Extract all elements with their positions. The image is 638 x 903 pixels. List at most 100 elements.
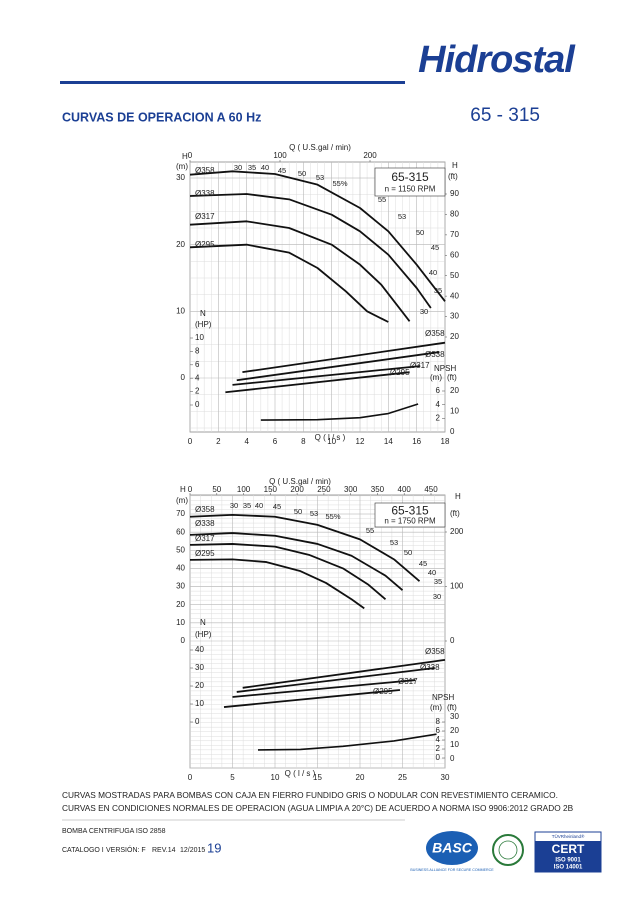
efficiency-label: 50 bbox=[294, 507, 302, 516]
x-tick-label: 10 bbox=[327, 437, 336, 446]
axis-label: Q ( U.S.gal / min) bbox=[289, 143, 351, 152]
efficiency-label: 30 bbox=[230, 501, 238, 510]
header-rule bbox=[60, 81, 405, 84]
curve-label: Ø338 bbox=[195, 189, 215, 198]
axis-label: (m) bbox=[176, 162, 188, 171]
efficiency-label: 45 bbox=[273, 502, 281, 511]
x2-tick-label: 200 bbox=[290, 485, 304, 494]
efficiency-label: 45 bbox=[419, 559, 427, 568]
y2-tick-label: 60 bbox=[450, 250, 459, 259]
power-curve bbox=[223, 689, 401, 708]
speed-label: n = 1750 RPM bbox=[384, 517, 436, 526]
efficiency-label: 40 bbox=[429, 268, 437, 277]
x-tick-label: 14 bbox=[384, 437, 393, 446]
head-curve bbox=[189, 514, 421, 582]
x-tick-label: 25 bbox=[398, 773, 407, 782]
x-tick-label: 0 bbox=[188, 773, 193, 782]
curve-label: Ø358 bbox=[195, 166, 215, 175]
curve-label: Ø338 bbox=[420, 663, 440, 672]
npsh-tick-label: 0 bbox=[436, 753, 441, 762]
efficiency-label: 53 bbox=[316, 173, 324, 182]
y-tick-label: 70 bbox=[176, 509, 185, 518]
y-tick-label: 30 bbox=[176, 173, 185, 182]
head-curve bbox=[189, 170, 446, 302]
y-tick-label: 20 bbox=[176, 600, 185, 609]
npsh-ft-tick-label: 0 bbox=[450, 754, 455, 763]
curve-label: Ø295 bbox=[195, 549, 215, 558]
head-curve bbox=[189, 193, 432, 309]
efficiency-label: 45 bbox=[431, 243, 439, 252]
x2-tick-label: 450 bbox=[424, 485, 438, 494]
efficiency-label: 40 bbox=[261, 163, 269, 172]
axis-label: (m) bbox=[430, 373, 442, 382]
speed-label: n = 1150 RPM bbox=[385, 185, 436, 194]
x-tick-label: 15 bbox=[313, 773, 322, 782]
x-tick-label: 10 bbox=[271, 773, 280, 782]
axis-label: H bbox=[180, 485, 186, 494]
power-curve bbox=[232, 679, 416, 698]
efficiency-label: 30 bbox=[234, 163, 242, 172]
axis-label: NPSH bbox=[434, 364, 456, 373]
basc-emblem bbox=[426, 831, 478, 865]
efficiency-label: 35 bbox=[243, 501, 251, 510]
n-tick-label: 40 bbox=[195, 645, 204, 654]
axis-label: N bbox=[200, 309, 206, 318]
x2-tick-label: 0 bbox=[188, 485, 193, 494]
npsh-ft-tick-label: 10 bbox=[450, 407, 459, 416]
curve-label: Ø317 bbox=[398, 677, 418, 686]
efficiency-label: 50 bbox=[416, 228, 424, 237]
power-curve bbox=[225, 371, 410, 394]
curve-label: Ø295 bbox=[373, 687, 393, 696]
n-tick-label: 20 bbox=[195, 681, 204, 690]
x2-tick-label: 250 bbox=[317, 485, 331, 494]
x-tick-label: 6 bbox=[273, 437, 278, 446]
head-curve bbox=[189, 243, 389, 323]
model-number: 65 - 315 bbox=[470, 105, 540, 126]
npsh-tick-label: 6 bbox=[436, 386, 441, 395]
x-tick-label: 18 bbox=[441, 437, 450, 446]
page-number: 19 bbox=[207, 840, 221, 855]
axis-label: Q ( U.S.gal / min) bbox=[269, 477, 331, 486]
logo: Hidrostal bbox=[418, 39, 576, 81]
curve-label: Ø295 bbox=[195, 240, 215, 249]
x2-tick-label: 200 bbox=[363, 151, 377, 160]
npsh-tick-label: 6 bbox=[436, 726, 441, 735]
curve-label: Ø358 bbox=[425, 329, 445, 338]
curve-label: Ø338 bbox=[425, 350, 445, 359]
x-tick-label: 0 bbox=[188, 437, 193, 446]
y-tick-label: 60 bbox=[176, 527, 185, 536]
version: VERSIÓN: F bbox=[106, 845, 146, 854]
efficiency-label: 30 bbox=[433, 592, 441, 601]
efficiency-label: 53 bbox=[310, 509, 318, 518]
n-tick-label: 2 bbox=[195, 387, 200, 396]
x-tick-label: 12 bbox=[356, 437, 365, 446]
cert-iso: ISO 14001 bbox=[554, 865, 583, 871]
axis-label: NPSH bbox=[432, 693, 454, 702]
axis-label: H bbox=[452, 161, 458, 170]
cert-band bbox=[535, 841, 601, 872]
y2-tick-label: 50 bbox=[450, 271, 459, 280]
axis-label: N bbox=[200, 618, 206, 627]
npsh-curve bbox=[257, 733, 437, 751]
efficiency-label: 53 bbox=[398, 212, 406, 221]
axis-label: (ft) bbox=[447, 703, 457, 712]
power-curve bbox=[236, 351, 440, 382]
curve-label: Ø338 bbox=[195, 519, 215, 528]
y-tick-label: 20 bbox=[176, 240, 185, 249]
y-tick-label: 50 bbox=[176, 545, 185, 554]
x2-tick-label: 50 bbox=[212, 485, 221, 494]
n-tick-label: 10 bbox=[195, 699, 204, 708]
model-label: 65-315 bbox=[391, 170, 429, 184]
x2-tick-label: 350 bbox=[371, 485, 385, 494]
model-box bbox=[374, 167, 446, 197]
x-tick-label: 30 bbox=[441, 773, 450, 782]
y-tick-label: 0 bbox=[181, 373, 186, 382]
cert-title: CERT bbox=[552, 842, 585, 856]
revision: REV.14 bbox=[152, 847, 176, 854]
axis-label: (m) bbox=[430, 703, 442, 712]
x2-tick-label: 400 bbox=[398, 485, 412, 494]
head-curve bbox=[189, 532, 404, 591]
npsh-ft-tick-label: 20 bbox=[450, 386, 459, 395]
y2-tick-label: 200 bbox=[450, 527, 464, 536]
